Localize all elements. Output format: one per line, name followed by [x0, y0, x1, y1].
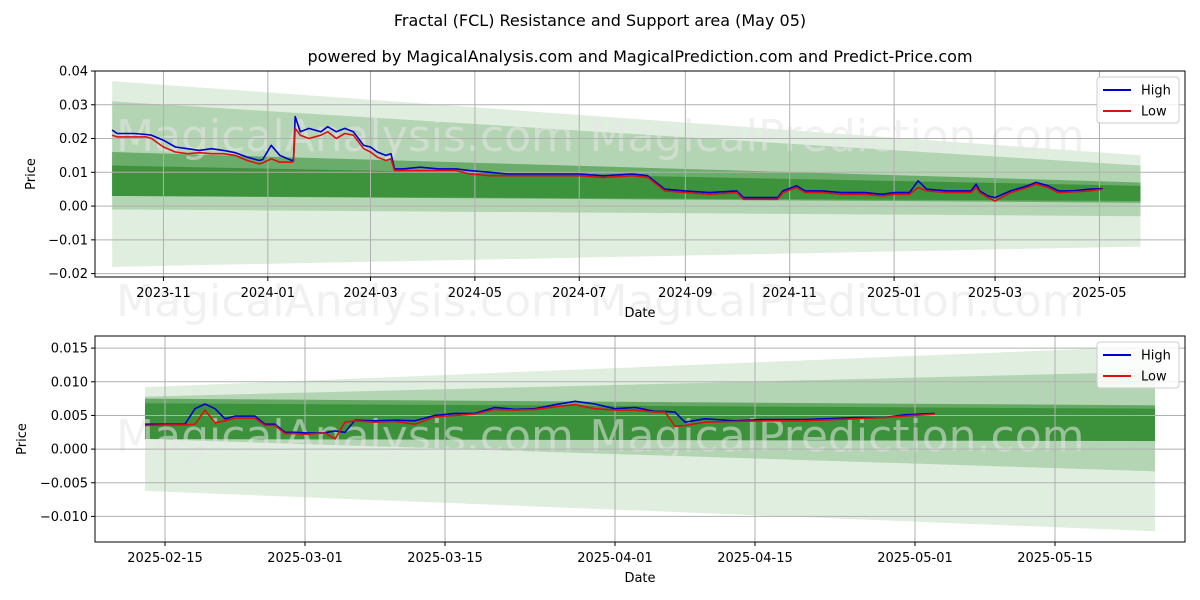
- y-axis-label: Price: [24, 158, 39, 190]
- x-tick-label: 2025-02-15: [127, 551, 203, 566]
- x-tick-label: 2024-11: [763, 286, 817, 301]
- x-tick-label: 2025-01: [867, 286, 921, 301]
- x-axis-label: Date: [624, 571, 655, 586]
- watermark-text: MagicalAnalysis.com: [116, 276, 574, 327]
- legend-label-low: Low: [1141, 370, 1167, 385]
- band-layer: [145, 403, 1155, 442]
- watermark-text: MagicalPrediction.com: [590, 111, 1085, 162]
- grid: [95, 336, 1185, 542]
- y-tick-label: 0.015: [51, 342, 88, 357]
- x-tick-label: 2023-11: [136, 286, 190, 301]
- legend: High Low: [1096, 341, 1180, 389]
- y-tick-label: −0.010: [40, 510, 88, 525]
- x-tick-label: 2025-03-01: [267, 551, 343, 566]
- x-tick-label: 2025-03: [968, 286, 1022, 301]
- y-tick-label: 0.01: [59, 166, 88, 181]
- x-tick-label: 2025-05-15: [1017, 551, 1093, 566]
- y-tick-label: 0.03: [59, 98, 88, 113]
- x-tick-label: 2024-09: [658, 286, 712, 301]
- x-tick-label: 2025-05: [1072, 286, 1126, 301]
- support-resistance-bands: [145, 346, 1155, 532]
- y-tick-label: 0.010: [51, 375, 88, 390]
- y-tick-label: −0.02: [48, 267, 88, 282]
- chart-subtitle: powered by MagicalAnalysis.com and Magic…: [307, 47, 972, 66]
- series-line-high: [145, 400, 936, 434]
- y-tick-label: −0.005: [40, 476, 88, 491]
- legend-label-low: Low: [1141, 105, 1167, 120]
- legend: High Low: [1096, 76, 1180, 124]
- x-tick-label: 2025-05-01: [877, 551, 953, 566]
- x-tick-label: 2025-03-15: [407, 551, 483, 566]
- series-lines: [111, 115, 1103, 202]
- legend-label-high: High: [1141, 349, 1171, 364]
- x-tick-label: 2024-07: [552, 286, 606, 301]
- axes-frame: [94, 335, 1186, 543]
- watermark-text: MagicalPrediction.com: [590, 276, 1085, 327]
- band-layer: [112, 165, 1141, 202]
- y-tick-label: −0.01: [48, 233, 88, 248]
- series-line-low: [144, 403, 936, 440]
- watermark-text: MagicalAnalysis.com: [116, 111, 574, 162]
- chart-title: Fractal (FCL) Resistance and Support are…: [394, 11, 806, 30]
- top-chart-panel: MagicalAnalysis.com MagicalPrediction.com…: [24, 65, 1186, 327]
- bottom-chart-panel: MagicalAnalysis.com MagicalPrediction.com…: [15, 335, 1186, 586]
- axes-frame: [94, 70, 1186, 278]
- x-tick-label: 2024-05: [448, 286, 502, 301]
- y-tick-label: 0.04: [59, 65, 88, 80]
- y-axis-label: Price: [15, 423, 30, 455]
- series-lines: [144, 400, 936, 440]
- y-tick-label: 0.005: [51, 409, 88, 424]
- x-tick-label: 2025-04-01: [577, 551, 653, 566]
- x-tick-label: 2024-01: [241, 286, 295, 301]
- legend-label-high: High: [1141, 84, 1171, 99]
- y-tick-label: 0.000: [51, 443, 88, 458]
- x-tick-label: 2024-03: [343, 286, 397, 301]
- y-tick-label: 0.02: [59, 132, 88, 147]
- series-line-high: [111, 115, 1103, 199]
- watermark-text: MagicalAnalysis.com: [116, 411, 574, 462]
- x-axis-label: Date: [624, 306, 655, 321]
- series-line-low: [111, 127, 1103, 202]
- x-tick-label: 2025-04-15: [717, 551, 793, 566]
- y-tick-label: 0.00: [59, 200, 88, 215]
